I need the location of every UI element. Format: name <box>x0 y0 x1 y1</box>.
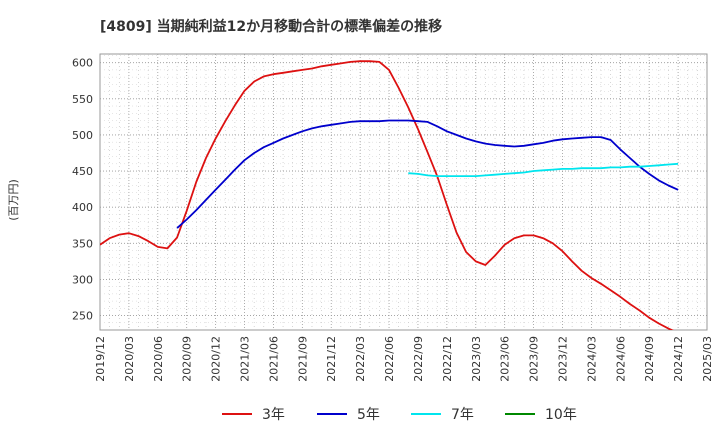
x-tick-label: 2021/06 <box>267 336 280 382</box>
x-tick-label: 2019/12 <box>94 336 107 382</box>
x-tick-label: 2021/03 <box>239 336 252 382</box>
chart-title: [4809] 当期純利益12か月移動合計の標準偏差の推移 <box>100 18 442 35</box>
x-axis-ticks: 2019/12 2020/03 2020/06 2020/09 2020/12 2021/… <box>94 336 714 382</box>
plot-area <box>99 53 708 331</box>
x-tick-label: 2021/09 <box>296 336 309 382</box>
x-gridlines <box>99 54 708 330</box>
legend: 3年 5年 7年 10年 <box>222 407 577 423</box>
series-line-5年 <box>176 119 679 229</box>
legend-label-3年: 3年 <box>262 407 285 423</box>
x-tick-label: 2020/06 <box>152 336 165 382</box>
x-tick-label: 2022/03 <box>354 336 367 382</box>
x-tick-label: 2024/06 <box>614 336 627 382</box>
y-tick-label: 600 <box>72 57 93 70</box>
x-tick-label: 2025/03 <box>701 336 714 382</box>
y-tick-label: 550 <box>72 93 93 106</box>
x-tick-label: 2023/09 <box>528 336 541 382</box>
x-tick-label: 2020/12 <box>210 336 223 382</box>
y-axis-label: (百万円) <box>7 179 20 221</box>
y-tick-label: 350 <box>72 237 93 250</box>
x-tick-label: 2022/12 <box>441 336 454 382</box>
legend-label-7年: 7年 <box>451 407 474 423</box>
x-tick-label: 2023/12 <box>556 336 569 382</box>
legend-label-10年: 10年 <box>545 407 577 423</box>
x-tick-label: 2020/03 <box>123 336 136 382</box>
series-line-7年 <box>408 162 679 178</box>
x-tick-label: 2024/12 <box>672 336 685 382</box>
y-axis-ticks: 250 300 350 400 450 500 550 600 <box>72 57 93 323</box>
x-tick-label: 2022/09 <box>412 336 425 382</box>
x-tick-label: 2022/06 <box>383 336 396 382</box>
y-tick-label: 400 <box>72 201 93 214</box>
y-tick-label: 300 <box>72 273 93 286</box>
x-tick-label: 2023/03 <box>470 336 483 382</box>
series-line-3年 <box>100 60 674 330</box>
y-tick-label: 500 <box>72 129 93 142</box>
y-tick-label: 450 <box>72 165 93 178</box>
y-tick-label: 250 <box>72 310 93 323</box>
x-tick-label: 2023/06 <box>499 336 512 382</box>
x-tick-label: 2020/09 <box>181 336 194 382</box>
x-tick-label: 2021/12 <box>325 336 338 382</box>
x-tick-label: 2024/09 <box>643 336 656 382</box>
series-layer <box>100 60 679 330</box>
legend-label-5年: 5年 <box>357 407 380 423</box>
x-tick-label: 2024/03 <box>585 336 598 382</box>
